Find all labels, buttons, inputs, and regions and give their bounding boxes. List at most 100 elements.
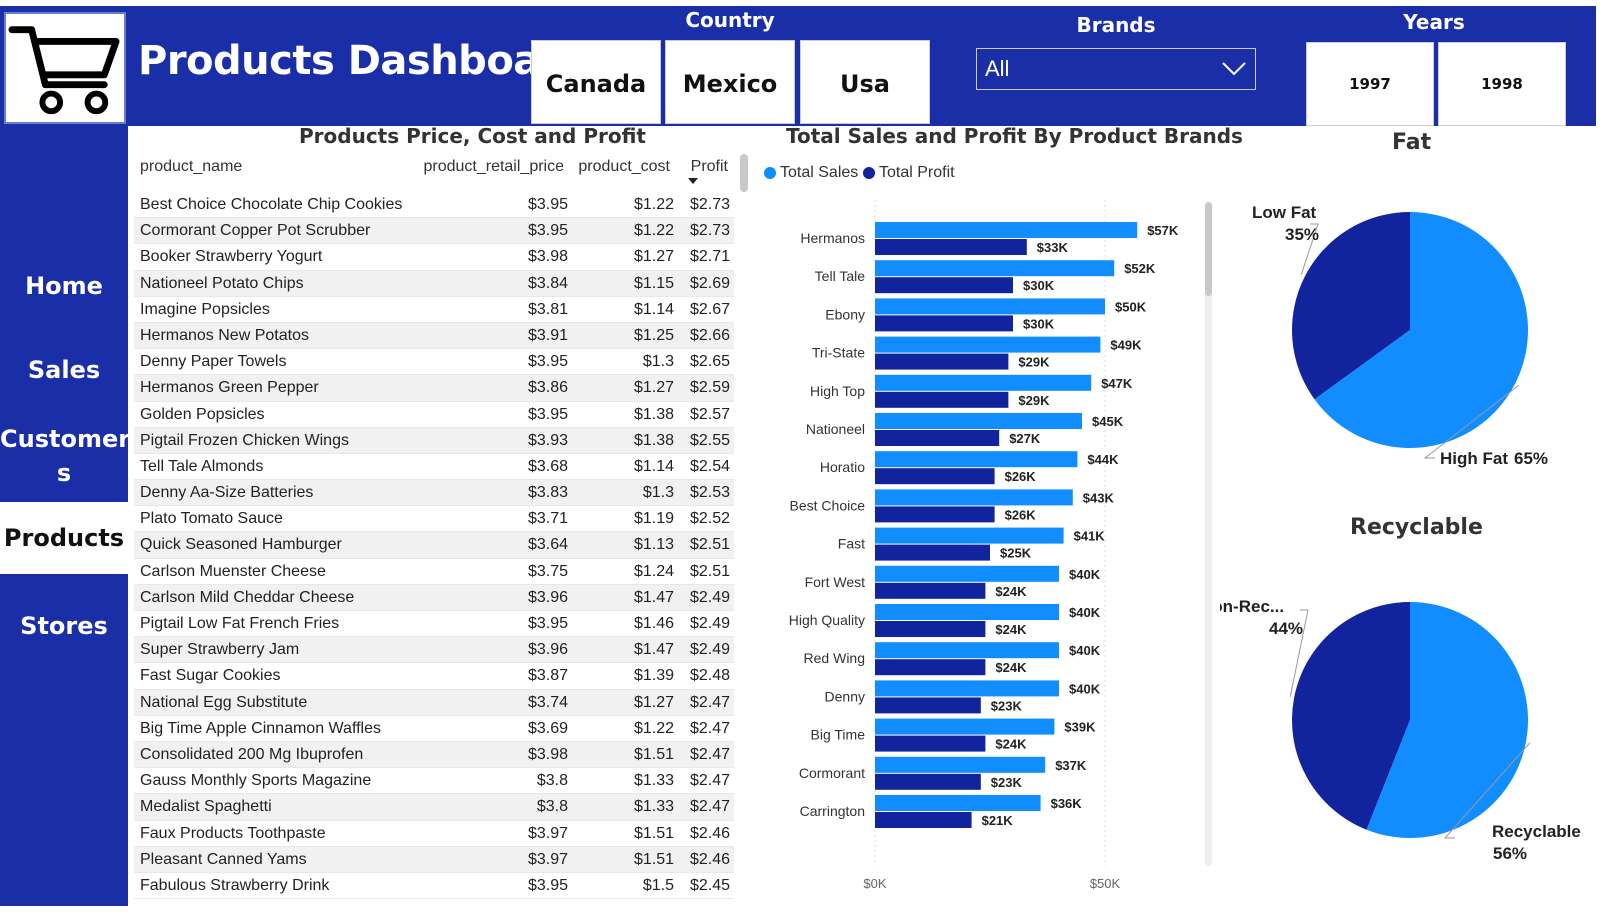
chart-scrollbar-thumb[interactable] — [1205, 202, 1212, 296]
table-row[interactable]: Gauss Monthly Sports Magazine $3.8 $1.33 $2… — [134, 768, 734, 795]
cell-retail-price: $3.98 — [527, 745, 568, 763]
country-option-usa[interactable]: Usa — [800, 40, 930, 124]
pie-slice[interactable] — [1366, 602, 1528, 838]
cell-product-name: Pigtail Frozen Chicken Wings — [140, 431, 349, 449]
cell-profit: $2.55 — [689, 431, 730, 449]
table-scrollbar[interactable] — [740, 154, 748, 192]
table-row[interactable]: Pigtail Frozen Chicken Wings $3.93 $1.38 $2… — [134, 427, 734, 454]
total-profit-bar[interactable] — [875, 239, 1027, 255]
total-profit-bar[interactable] — [875, 544, 990, 561]
cell-retail-price: $3.74 — [527, 693, 568, 711]
category-label: Ebony — [825, 306, 865, 322]
table-row[interactable]: Carlson Muenster Cheese $3.75 $1.24 $2.51 — [134, 559, 734, 585]
brands-dropdown[interactable]: All — [976, 48, 1256, 90]
column-header-retail-price[interactable]: product_retail_price — [423, 158, 564, 175]
total-sales-bar[interactable] — [875, 260, 1115, 277]
country-option-mexico[interactable]: Mexico — [665, 40, 795, 124]
table-row[interactable]: Faux Products Toothpaste $3.97 $1.51 $2.46 — [134, 821, 734, 847]
total-profit-bar[interactable] — [875, 315, 1013, 332]
table-row[interactable]: Denny Paper Towels $3.95 $1.3 $2.65 — [134, 349, 734, 376]
total-profit-bar[interactable] — [875, 430, 1000, 446]
total-sales-bar[interactable] — [875, 680, 1059, 697]
table-row[interactable]: Booker Strawberry Yogurt $3.98 $1.27 $2.71 — [134, 244, 734, 271]
total-profit-bar[interactable] — [875, 353, 1009, 370]
total-profit-bar[interactable] — [875, 506, 995, 523]
total-profit-bar[interactable] — [875, 735, 986, 752]
table-row[interactable]: Big Time Apple Cinnamon Waffles $3.69 $1.2… — [134, 716, 734, 742]
table-row[interactable]: Denny Aa-Size Batteries $3.83 $1.3 $2.53 — [134, 480, 734, 507]
nav-home[interactable]: Home — [25, 272, 103, 300]
cell-profit: $2.69 — [689, 274, 730, 292]
table-row[interactable]: Best Choice Chocolate Chip Cookies $3.95 $… — [134, 192, 734, 219]
table-row[interactable]: Fabulous Strawberry Drink $3.95 $1.5 $2.45 — [134, 873, 734, 900]
cell-cost: $1.27 — [633, 693, 674, 711]
cell-retail-price: $3.69 — [527, 719, 568, 737]
pie-slice[interactable] — [1292, 602, 1410, 830]
cell-cost: $1.24 — [633, 562, 674, 580]
total-sales-bar[interactable] — [875, 565, 1059, 582]
total-sales-bar[interactable] — [875, 222, 1138, 238]
category-label: Best Choice — [790, 497, 866, 513]
total-profit-bar[interactable] — [875, 277, 1013, 294]
total-profit-bar[interactable] — [875, 468, 995, 485]
table-row[interactable]: Consolidated 200 Mg Ibuprofen $3.98 $1.51 $… — [134, 741, 734, 769]
total-profit-bar[interactable] — [875, 773, 981, 790]
data-label: $47K — [1101, 376, 1133, 391]
table-row[interactable]: Fast Sugar Cookies $3.87 $1.39 $2.48 — [134, 663, 734, 690]
table-row[interactable]: Cormorant Copper Pot Scrubber $3.95 $1.22 $… — [134, 218, 734, 245]
page-title: Products Dashboard — [138, 38, 588, 84]
total-sales-bar[interactable] — [875, 374, 1092, 391]
total-sales-bar[interactable] — [875, 718, 1055, 735]
pie-slice[interactable] — [1292, 212, 1410, 400]
total-sales-bar[interactable] — [875, 298, 1105, 315]
table-row[interactable]: Imagine Popsicles $3.81 $1.14 $2.67 — [134, 297, 734, 323]
nav-products[interactable]: Products — [0, 502, 128, 574]
table-row[interactable]: Pigtail Low Fat French Fries $3.95 $1.46 $2… — [134, 611, 734, 638]
table-row[interactable]: Nationeel Potato Chips $3.84 $1.15 $2.69 — [134, 270, 734, 297]
table-row[interactable]: Carlson Mild Cheddar Cheese $3.96 $1.47 $2.… — [134, 584, 734, 611]
total-sales-bar[interactable] — [875, 604, 1059, 620]
total-sales-bar[interactable] — [875, 489, 1073, 506]
cell-cost: $1.22 — [633, 222, 674, 240]
nav-sales[interactable]: Sales — [27, 356, 101, 384]
total-profit-bar[interactable] — [875, 621, 986, 637]
country-filter-title: Country — [685, 8, 775, 32]
table-row[interactable]: Hermanos Green Pepper $3.86 $1.27 $2.59 — [134, 375, 734, 402]
country-option-canada[interactable]: Canada — [531, 40, 661, 124]
pie-slice[interactable] — [1314, 212, 1528, 448]
total-profit-bar[interactable] — [875, 659, 986, 676]
total-sales-bar[interactable] — [875, 642, 1059, 659]
data-label: $50K — [1115, 299, 1147, 314]
table-row[interactable]: Tell Tale Almonds $3.68 $1.14 $2.54 — [134, 454, 734, 481]
year-option-1998[interactable]: 1998 — [1438, 42, 1566, 126]
year-option-1997[interactable]: 1997 — [1306, 42, 1434, 126]
table-row[interactable]: Pleasant Canned Yams $3.97 $1.51 $2.46 — [134, 846, 734, 873]
table-row[interactable]: Super Strawberry Jam $3.96 $1.47 $2.49 — [134, 637, 734, 664]
nav-customers[interactable]: Customer s — [0, 425, 131, 487]
legend-item-total-sales[interactable]: Total Sales — [764, 164, 858, 182]
total-sales-bar[interactable] — [875, 451, 1078, 468]
cell-profit: $2.51 — [689, 536, 730, 554]
table-row[interactable]: Quick Seasoned Hamburger $3.64 $1.13 $2.51 — [134, 532, 734, 559]
chart-scrollbar-track[interactable] — [1205, 202, 1212, 866]
legend-item-total-profit[interactable]: Total Profit — [863, 164, 955, 182]
total-sales-bar[interactable] — [875, 756, 1046, 773]
brands-filter-title: Brands — [1076, 13, 1156, 37]
total-profit-bar[interactable] — [875, 697, 981, 714]
total-profit-bar[interactable] — [875, 391, 1009, 408]
total-sales-bar[interactable] — [875, 336, 1101, 353]
column-header-cost[interactable]: product_cost — [578, 158, 670, 175]
table-row[interactable]: Medalist Spaghetti $3.8 $1.33 $2.47 — [134, 794, 734, 821]
table-row[interactable]: Plato Tomato Sauce $3.71 $1.19 $2.52 — [134, 506, 734, 533]
table-row[interactable]: Golden Popsicles $3.95 $1.38 $2.57 — [134, 402, 734, 428]
total-profit-bar[interactable] — [875, 812, 972, 828]
table-row[interactable]: Hermanos New Potatos $3.91 $1.25 $2.66 — [134, 322, 734, 350]
total-profit-bar[interactable] — [875, 582, 986, 599]
total-sales-bar[interactable] — [875, 795, 1041, 811]
table-row[interactable]: National Egg Substitute $3.74 $1.27 $2.47 — [134, 689, 734, 716]
total-sales-bar[interactable] — [875, 413, 1082, 429]
nav-stores[interactable]: Stores — [20, 612, 108, 640]
column-header-profit[interactable]: Profit — [690, 158, 728, 175]
column-header-product-name[interactable]: product_name — [140, 158, 243, 175]
total-sales-bar[interactable] — [875, 527, 1064, 544]
